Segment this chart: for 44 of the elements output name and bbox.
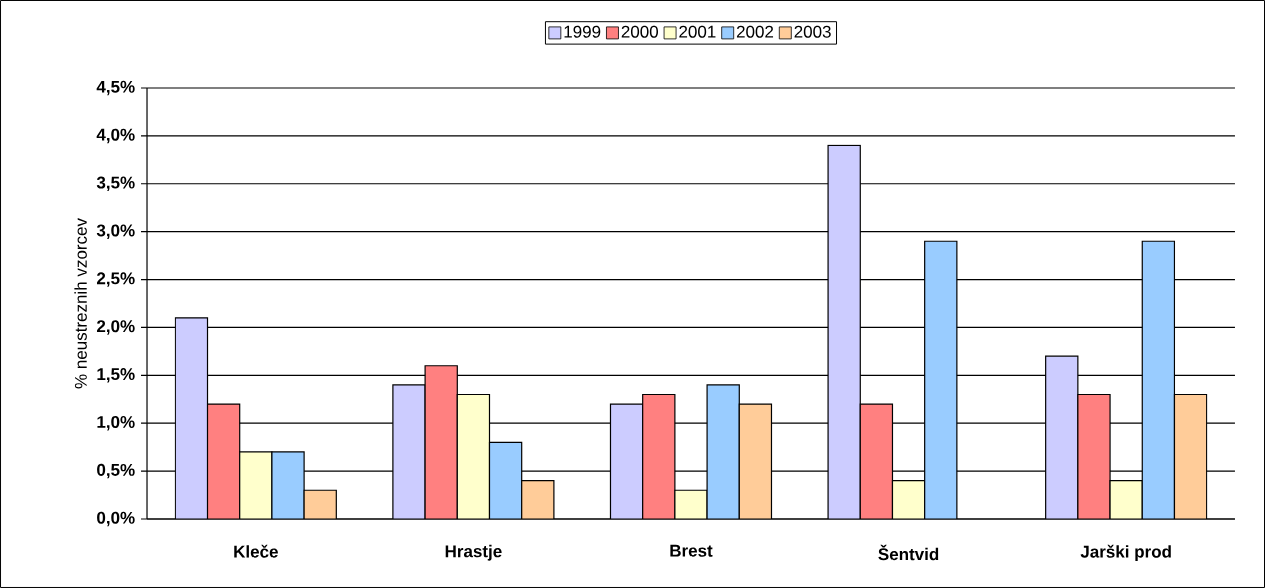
bar <box>392 384 426 519</box>
y-tick-label: 3,0% <box>96 224 135 239</box>
y-tick-label: 1,5% <box>97 368 135 383</box>
bar <box>609 403 644 519</box>
bar <box>206 403 241 519</box>
legend-label: 2003 <box>794 25 831 38</box>
bar <box>1141 240 1176 519</box>
legend-label: 2002 <box>736 25 774 38</box>
x-tick-label: Brest <box>670 544 713 557</box>
bar <box>827 144 861 519</box>
bar <box>1045 355 1079 519</box>
bar <box>271 451 305 519</box>
y-tick-label: 0,0% <box>97 511 135 527</box>
y-tick-label: 1,0% <box>97 415 135 431</box>
y-tick-label: 4,5% <box>96 80 135 96</box>
bar <box>706 384 740 519</box>
bar <box>488 441 523 519</box>
y-tick-label: 0,5% <box>97 463 135 479</box>
bar <box>456 393 491 519</box>
bar <box>424 365 458 519</box>
legend-label: 1999 <box>564 25 601 38</box>
y-tick-label: 2,0% <box>97 320 135 335</box>
x-tick-label: Jarški prod <box>1080 544 1171 562</box>
y-tick-label: 3,5% <box>96 176 135 192</box>
bar <box>738 403 773 519</box>
bar <box>239 451 273 519</box>
bar <box>521 480 555 519</box>
x-tick-label: Hrastje <box>445 544 502 561</box>
legend-label: 2001 <box>679 25 716 38</box>
bar <box>642 393 676 519</box>
bar <box>303 489 337 519</box>
bar <box>891 480 926 519</box>
bar <box>859 403 894 519</box>
y-tick-label: 4,0% <box>96 128 135 144</box>
y-axis-title: % neustreznih vzorcev <box>74 218 87 389</box>
legend-label: 2000 <box>621 25 659 38</box>
bar <box>924 240 958 519</box>
bar <box>1109 480 1143 519</box>
bar <box>174 317 209 519</box>
x-tick-label: Šentvid <box>878 544 939 561</box>
y-tick-label: 2,5% <box>97 272 135 287</box>
bar <box>1173 393 1208 519</box>
x-tick-label: Kleče <box>234 544 278 558</box>
bar <box>1077 393 1111 519</box>
